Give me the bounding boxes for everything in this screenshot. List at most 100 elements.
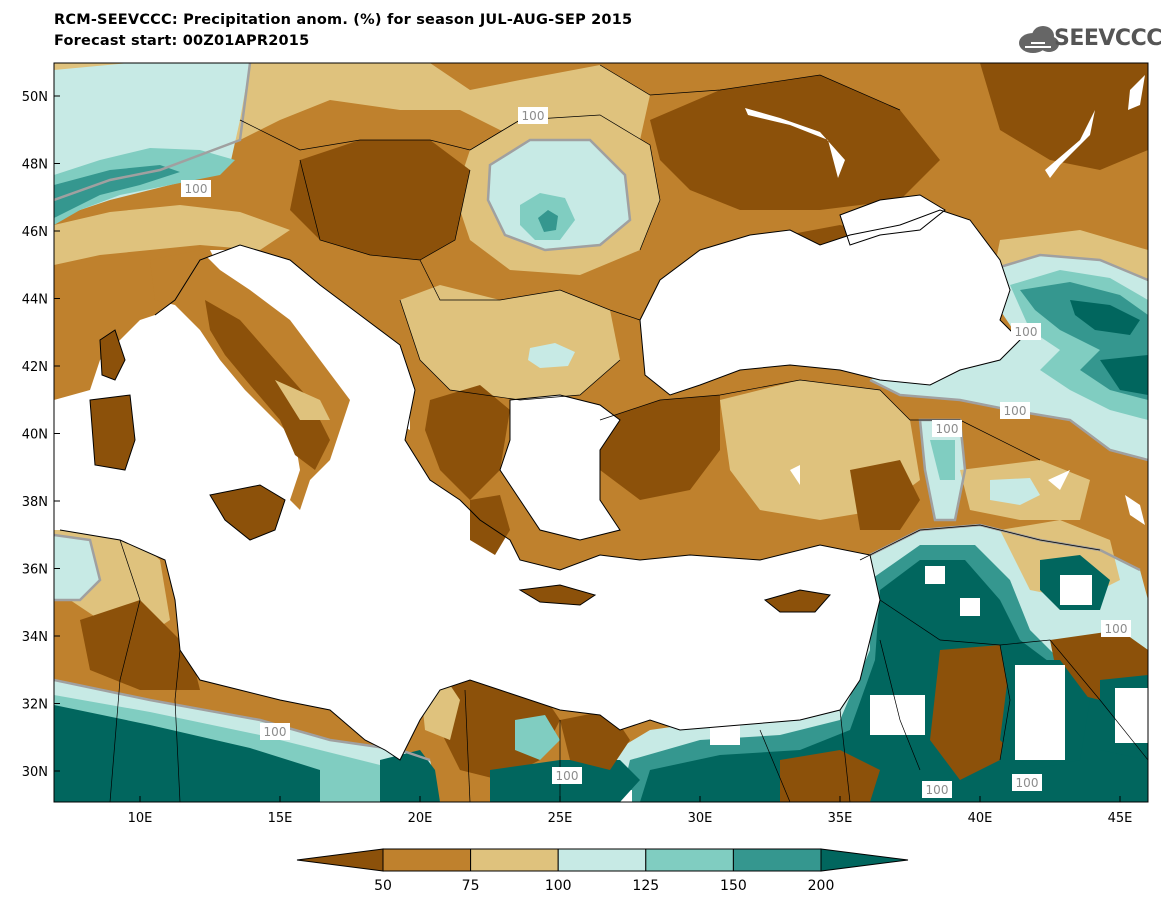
cloud-icon (1019, 26, 1059, 53)
forecast-start-label: Forecast start: 00Z01APR2015 (54, 33, 310, 49)
country-borders (109, 64, 1148, 802)
contour-label-bg (1012, 774, 1042, 791)
coastlines (59, 194, 1021, 761)
contour-label-bg (1011, 323, 1041, 340)
field-75-100-balkans (400, 285, 620, 400)
field-gt200-caucasus (1070, 300, 1140, 335)
sea-adriatic (210, 250, 410, 430)
lon-label: 45E (1108, 811, 1133, 826)
field-lt50-turkey-c (850, 460, 920, 530)
lat-label: 36N (22, 563, 48, 578)
colorbar-label: 150 (720, 878, 747, 894)
lat-label: 46N (22, 225, 48, 240)
field-lt50-greece (425, 385, 510, 500)
lat-label: 30N (22, 765, 48, 780)
field-gt200-caucasus2 (1100, 355, 1148, 395)
colorbar-label: 200 (808, 878, 835, 894)
lat-label: 40N (22, 428, 48, 443)
field-100-125-tunisia (54, 535, 100, 600)
field-lt50-ukraine (650, 75, 940, 210)
lat-label: 32N (22, 698, 48, 713)
sea-azov (840, 195, 945, 245)
contour-label-bg (181, 180, 211, 197)
contour-label-bg (260, 723, 290, 740)
colorbar-label: 100 (545, 878, 572, 894)
field-gt200-libya-c (380, 750, 440, 802)
nodata-turkey (790, 465, 800, 485)
field-125-150-alps (54, 148, 235, 225)
nodata-e-turkey2 (1125, 495, 1145, 525)
nodata-7 (710, 725, 740, 745)
map-fields (54, 63, 1148, 802)
contour-label: 100 (1004, 404, 1027, 418)
map-frame (53, 62, 1149, 803)
colorbar-label: 125 (632, 878, 659, 894)
colorbar-label: 75 (462, 878, 480, 894)
contour-label: 100 (1015, 325, 1038, 339)
nodata-ne (1128, 75, 1145, 110)
colorbar-label: 50 (374, 878, 392, 894)
contour-label-bg (922, 781, 952, 798)
field-lt50-algeria (80, 600, 200, 690)
contour-label: 100 (1016, 776, 1039, 790)
land-sicily (210, 485, 285, 540)
land-peloponnese (470, 495, 510, 555)
colorbar-segment (382, 848, 472, 872)
lat-label: 42N (22, 360, 48, 375)
land-sardinia (90, 395, 135, 470)
colorbar-segment (557, 848, 647, 872)
field-lt50-ne (980, 63, 1148, 170)
field-lt50-iraq (930, 645, 1010, 780)
nodata-6 (1115, 688, 1148, 743)
nodata-russia2 (1045, 110, 1095, 178)
field-150-200-alps (54, 165, 180, 218)
lon-label: 20E (408, 811, 433, 826)
lon-label: 30E (688, 811, 713, 826)
sea-black (640, 210, 1020, 395)
field-150-200-romania (538, 210, 558, 232)
colorbar-legend: 50 75 100 125 150 200 (296, 848, 909, 894)
contour-label: 100 (936, 422, 959, 436)
field-125-150-e-turkey (930, 440, 955, 480)
seevccc-logo-text: SEEVCCC (1054, 26, 1162, 51)
land-italy-dark (205, 300, 330, 470)
contour-label-bg (1000, 402, 1030, 419)
nodata-russia (745, 108, 845, 178)
field-100-125-turkey-e (990, 478, 1040, 505)
field-lt50-jordan (780, 750, 880, 802)
field-lt50-hungary (290, 140, 470, 260)
lon-label: 15E (268, 811, 293, 826)
nodata-4 (870, 695, 925, 735)
sea-aegean (500, 395, 620, 540)
nodata-2 (960, 598, 980, 616)
contour-label-bg (1101, 620, 1131, 637)
field-lt50-egypt (560, 710, 630, 770)
lon-label: 10E (128, 811, 153, 826)
nodata-3 (1060, 575, 1092, 605)
longitude-axis: 10E 15E 20E 25E 30E 35E 40E 45E (128, 796, 1133, 826)
lat-label: 48N (22, 158, 48, 173)
colorbar-segment (820, 848, 909, 872)
colorbar-segment (732, 848, 822, 872)
colorbar-segment (645, 848, 734, 872)
contour-labels: 100 100 100 100 100 100 100 100 100 100 (181, 107, 1131, 798)
lat-label: 38N (22, 495, 48, 510)
lon-label: 40E (968, 811, 993, 826)
contour-label: 100 (556, 769, 579, 783)
nodata-5 (1015, 665, 1065, 760)
land-italy-light (275, 380, 330, 420)
field-lt50-turkey-w (600, 395, 720, 500)
contour-label-bg (518, 107, 548, 124)
contour-label: 100 (264, 725, 287, 739)
lat-label: 50N (22, 90, 48, 105)
colorbar-segment (470, 848, 559, 872)
nodata-e-turkey (1048, 470, 1070, 490)
field-gt200-libya-w (54, 705, 320, 802)
lat-label: 44N (22, 293, 48, 308)
contour-label-bg (552, 767, 582, 784)
field-125-150-egypt-w (515, 715, 560, 760)
lon-label: 25E (548, 811, 573, 826)
chart-title: RCM-SEEVCCC: Precipitation anom. (%) for… (54, 12, 633, 28)
lon-label: 35E (828, 811, 853, 826)
